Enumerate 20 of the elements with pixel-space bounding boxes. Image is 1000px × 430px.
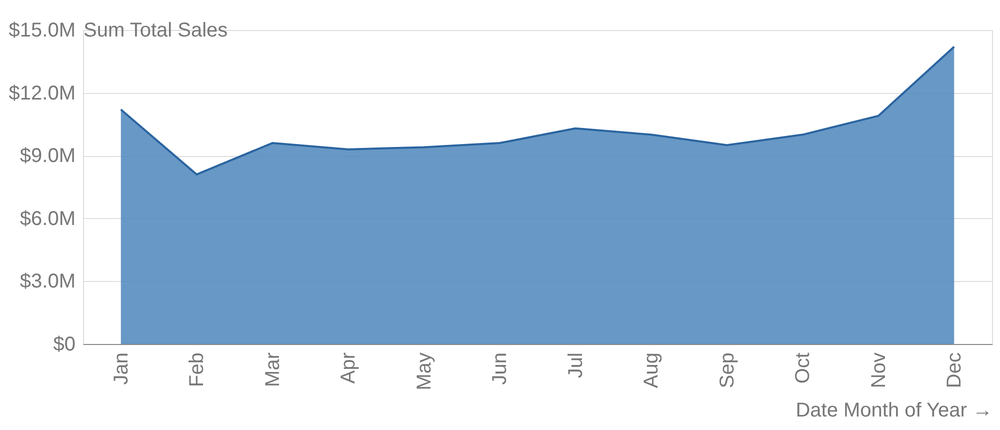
y-tick-label: $9.0M bbox=[20, 145, 76, 168]
y-axis-title: Sum Total Sales bbox=[84, 20, 228, 42]
x-tick-label: Oct bbox=[792, 352, 814, 384]
x-tick-label: Nov bbox=[868, 352, 890, 388]
x-tick-label: May bbox=[413, 352, 436, 390]
x-tick-label: Apr bbox=[338, 352, 360, 384]
x-tick-label: Jun bbox=[489, 352, 512, 385]
y-tick-label: $0 bbox=[53, 334, 76, 356]
x-tick-label: Mar bbox=[262, 352, 284, 387]
y-tick-label: $12.0M bbox=[8, 82, 76, 104]
x-tick-label: Sep bbox=[716, 352, 738, 388]
y-tick-label: $6.0M bbox=[20, 208, 76, 230]
y-tick-label: $15.0M bbox=[8, 20, 76, 42]
x-tick-label: Aug bbox=[640, 352, 663, 388]
x-tick-label: Jul bbox=[564, 352, 587, 378]
x-tick-label: Dec bbox=[944, 352, 966, 388]
x-axis-title: Date Month of Year → bbox=[796, 399, 992, 422]
x-tick-label: Feb bbox=[186, 352, 208, 387]
y-tick-label: $3.0M bbox=[20, 270, 76, 293]
x-tick-label: Jan bbox=[110, 352, 132, 385]
